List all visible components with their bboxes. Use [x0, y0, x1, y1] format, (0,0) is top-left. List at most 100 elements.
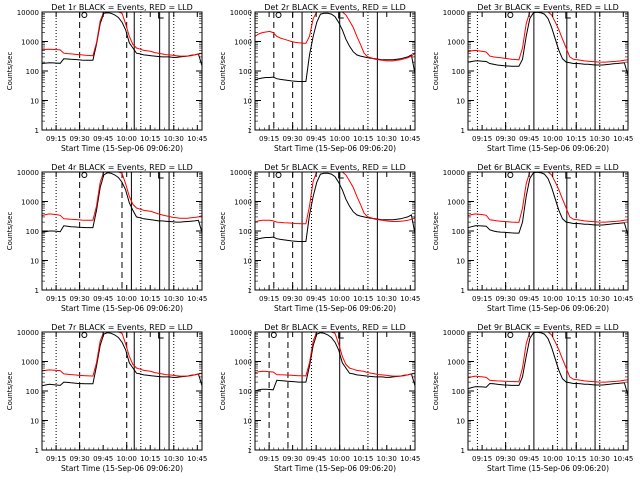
- top-circle-marker: [270, 332, 277, 338]
- y-tick-label: 100: [239, 68, 252, 76]
- plot-frame: [254, 171, 416, 291]
- y-axis-label: Counts/sec: [219, 372, 227, 411]
- y-tick-label: 1: [35, 127, 39, 135]
- top-hook-marker: [338, 172, 344, 179]
- top-circle-marker: [275, 172, 282, 178]
- x-tick-label: 10:15: [140, 135, 160, 143]
- x-axis-label: Start Time (15-Sep-06 09:06:20): [61, 144, 183, 153]
- y-tick-label: 1000: [21, 199, 39, 207]
- x-axis-label: Start Time (15-Sep-06 09:06:20): [274, 144, 396, 153]
- x-tick-label: 10:00: [543, 295, 563, 303]
- x-tick-label: 10:15: [353, 455, 373, 463]
- events-series-line: [255, 12, 415, 82]
- lld-series-line: [42, 332, 202, 377]
- y-axis-label: Counts/sec: [219, 212, 227, 251]
- panel-title: Det 1r BLACK = Events, RED = LLD: [51, 3, 193, 12]
- x-tick-label: 09:15: [259, 135, 279, 143]
- x-tick-label: 10:30: [590, 455, 610, 463]
- y-tick-label: 10: [456, 418, 465, 426]
- x-tick-label: 09:30: [283, 135, 303, 143]
- y-tick-label: 1000: [447, 199, 465, 207]
- x-tick-label: 10:30: [590, 295, 610, 303]
- x-tick-label: 10:45: [400, 295, 420, 303]
- lld-series-line: [255, 172, 415, 225]
- x-tick-label: 09:45: [519, 135, 539, 143]
- y-tick-label: 10: [456, 98, 465, 106]
- plot-frame: [467, 331, 629, 451]
- events-series-line: [255, 172, 415, 242]
- x-tick-label: 10:30: [377, 455, 397, 463]
- x-tick-label: 10:30: [377, 135, 397, 143]
- x-tick-label: 09:45: [306, 295, 326, 303]
- plot-frame: [254, 11, 416, 131]
- x-tick-label: 09:15: [46, 455, 66, 463]
- y-tick-label: 10: [243, 418, 252, 426]
- y-tick-label: 1000: [21, 39, 39, 47]
- y-axis-label: Counts/sec: [432, 212, 440, 251]
- x-tick-label: 09:15: [472, 135, 492, 143]
- top-hook-marker: [565, 12, 571, 19]
- y-axis-label: Counts/sec: [6, 52, 14, 91]
- x-tick-label: 10:15: [140, 295, 160, 303]
- x-tick-label: 10:30: [164, 455, 184, 463]
- x-tick-label: 10:00: [330, 135, 350, 143]
- y-tick-label: 10000: [230, 169, 252, 177]
- x-tick-label: 09:45: [519, 455, 539, 463]
- x-tick-label: 09:30: [496, 455, 516, 463]
- top-hook-marker: [565, 332, 571, 339]
- y-tick-label: 10000: [443, 9, 465, 17]
- x-tick-label: 10:30: [164, 295, 184, 303]
- y-tick-label: 1000: [234, 199, 252, 207]
- y-tick-label: 10: [30, 258, 39, 266]
- top-circle-marker: [275, 12, 282, 18]
- x-tick-label: 09:45: [519, 295, 539, 303]
- top-hook-marker: [338, 12, 344, 19]
- x-tick-label: 09:15: [46, 135, 66, 143]
- y-tick-label: 100: [452, 388, 465, 396]
- panel-title: Det 4r BLACK = Events, RED = LLD: [51, 163, 193, 172]
- x-tick-label: 10:00: [543, 135, 563, 143]
- y-tick-label: 1: [35, 287, 39, 295]
- y-tick-label: 10000: [230, 329, 252, 337]
- panel-7: 1 10 100 1000 10000 09:15 09:30 09:45 10:00 10:15…: [6, 323, 207, 473]
- y-tick-label: 10: [243, 258, 252, 266]
- x-axis-label: Start Time (15-Sep-06 09:06:20): [61, 464, 183, 473]
- y-tick-label: 10: [30, 98, 39, 106]
- plot-frame: [41, 11, 203, 131]
- x-tick-label: 10:15: [353, 295, 373, 303]
- x-axis-label: Start Time (15-Sep-06 09:06:20): [274, 464, 396, 473]
- top-circle-marker: [507, 12, 514, 18]
- x-tick-label: 10:00: [543, 455, 563, 463]
- panel-3: 1 10 100 1000 10000 09:15 09:30 09:45 10:00 10:15…: [432, 3, 633, 153]
- top-hook-marker: [338, 332, 344, 339]
- y-tick-label: 1: [248, 127, 252, 135]
- top-hook-marker: [158, 172, 164, 179]
- lld-series-line: [255, 332, 415, 377]
- x-tick-label: 10:45: [613, 455, 633, 463]
- x-tick-label: 10:45: [400, 135, 420, 143]
- x-tick-label: 10:45: [613, 295, 633, 303]
- x-tick-label: 10:15: [140, 455, 160, 463]
- x-tick-label: 09:30: [70, 455, 90, 463]
- x-tick-label: 10:30: [377, 295, 397, 303]
- x-tick-label: 09:15: [472, 295, 492, 303]
- x-tick-label: 10:30: [164, 135, 184, 143]
- x-axis-label: Start Time (15-Sep-06 09:06:20): [487, 144, 609, 153]
- x-axis-label: Start Time (15-Sep-06 09:06:20): [487, 304, 609, 313]
- panel-8: 1 10 100 1000 10000 09:15 09:30 09:45 10:00 10:15…: [219, 323, 420, 473]
- lld-series-line: [42, 172, 202, 221]
- x-tick-label: 09:45: [93, 455, 113, 463]
- y-tick-label: 1000: [447, 359, 465, 367]
- y-axis-label: Counts/sec: [432, 52, 440, 91]
- plot-frame: [254, 331, 416, 451]
- top-circle-marker: [81, 12, 88, 18]
- top-hook-marker: [565, 172, 571, 179]
- y-tick-label: 10000: [230, 9, 252, 17]
- top-circle-marker: [507, 172, 514, 178]
- events-series-line: [468, 332, 628, 396]
- panel-title: Det 5r BLACK = Events, RED = LLD: [264, 163, 406, 172]
- x-tick-label: 10:15: [566, 455, 586, 463]
- lld-series-line: [468, 332, 628, 383]
